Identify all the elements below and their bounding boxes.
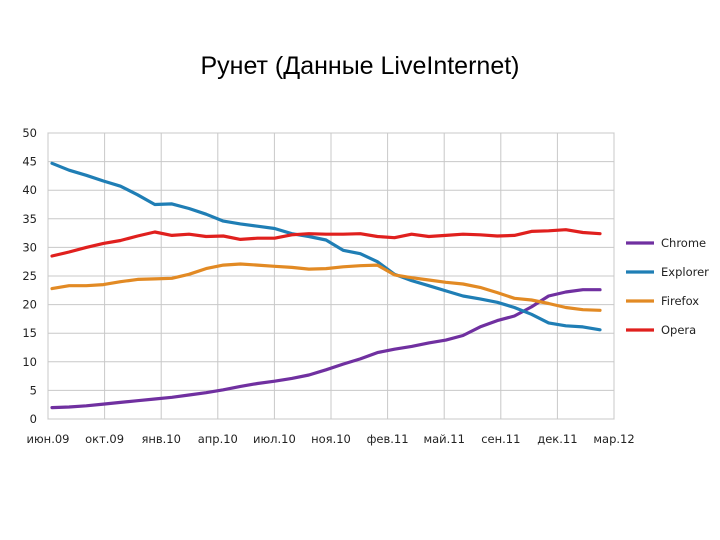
legend: Chrome Explorer Firefox Opera — [626, 236, 709, 337]
legend-label-explorer: Explorer — [661, 265, 709, 279]
y-tick-label: 35 — [22, 212, 37, 226]
y-tick-label: 5 — [30, 383, 37, 397]
y-tick-label: 40 — [22, 183, 37, 197]
x-tick-label: ноя.10 — [311, 432, 351, 446]
series-line-opera — [50, 228, 602, 258]
x-tick-label: апр.10 — [198, 432, 238, 446]
y-tick-label: 25 — [22, 269, 37, 283]
x-tick-label: окт.09 — [85, 432, 124, 446]
y-tick-label: 15 — [22, 326, 37, 340]
series-line-chrome — [50, 288, 602, 410]
y-tick-labels: 0 5 10 15 20 25 30 35 40 45 50 — [22, 126, 37, 426]
y-tick-label: 20 — [22, 298, 37, 312]
series-lines — [50, 161, 602, 410]
x-tick-label: июн.09 — [27, 432, 70, 446]
y-tick-label: 30 — [22, 240, 37, 254]
y-tick-label: 50 — [22, 126, 37, 140]
x-tick-label: мар.12 — [593, 432, 634, 446]
x-tick-label: июл.10 — [253, 432, 296, 446]
x-tick-labels: июн.09 окт.09 янв.10 апр.10 июл.10 ноя.10 фев.… — [27, 432, 635, 446]
slide-title: Рунет (Данные LiveInternet) — [200, 52, 520, 80]
y-tick-label: 45 — [22, 155, 37, 169]
x-tick-label: янв.10 — [141, 432, 181, 446]
legend-label-opera: Opera — [661, 323, 696, 337]
legend-label-chrome: Chrome — [661, 236, 706, 250]
x-tick-label: сен.11 — [481, 432, 520, 446]
series-line-firefox — [50, 262, 602, 312]
legend-label-firefox: Firefox — [661, 294, 699, 308]
y-tick-label: 0 — [30, 412, 37, 426]
gridlines — [47, 132, 615, 420]
x-tick-label: май.11 — [423, 432, 465, 446]
x-tick-label: фев.11 — [367, 432, 409, 446]
y-tick-label: 10 — [22, 355, 37, 369]
x-tick-label: дек.11 — [537, 432, 577, 446]
series-line-explorer — [50, 161, 602, 332]
